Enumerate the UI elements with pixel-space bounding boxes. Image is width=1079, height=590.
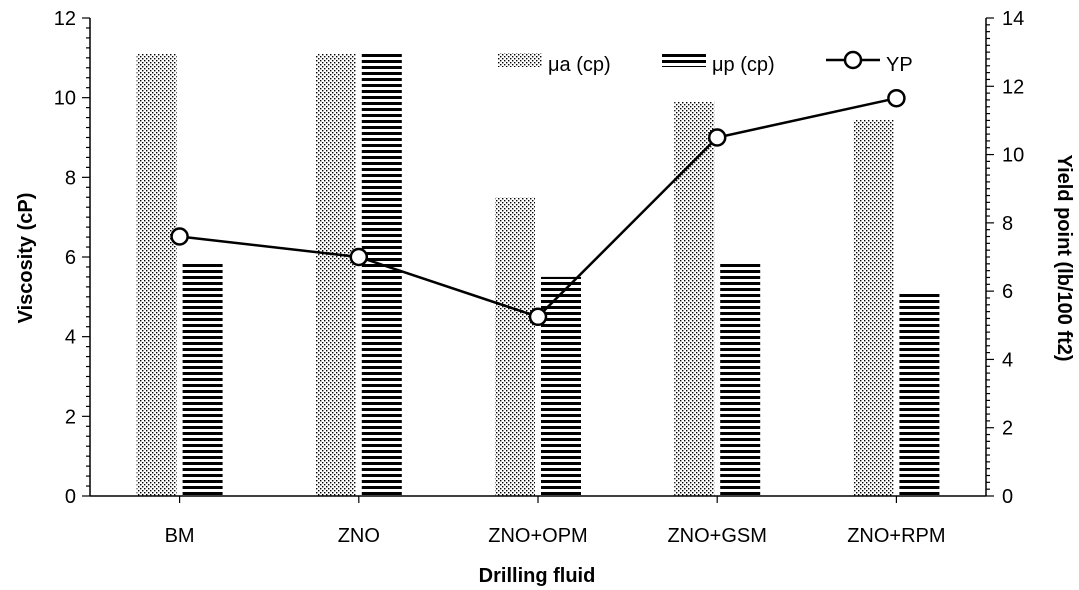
yp-point-1 [349,247,369,267]
y2-tick-label: 2 [1002,418,1013,440]
legend-marker-2 [843,50,863,70]
bars-layer [136,53,940,497]
bar-ua-3 [674,101,715,496]
bar-up-4 [899,292,940,496]
x-tick-label: ZNO [338,525,380,547]
legend-label-1: μp (cp) [712,54,775,76]
y2-tick-label: 4 [1002,349,1013,371]
bar-up-2 [541,276,581,496]
legend: μa (cp) μp (cp) YP [498,50,913,76]
legend-swatch-0 [498,53,542,67]
y-axis-title: Viscosity (cP) [15,193,37,324]
legend-label-2: YP [886,54,913,76]
y-tick-label: 10 [54,88,76,110]
legend-label-0: μa (cp) [548,54,611,76]
yp-line [179,96,897,319]
y2-tick-label: 10 [1002,145,1024,167]
x-tick-label: ZNO+GSM [667,525,766,547]
line-layer [170,88,906,327]
legend-swatch-1 [662,53,706,67]
y-tick-label: 0 [65,486,76,508]
yp-point-3 [707,128,727,147]
y-tick-label: 12 [54,8,76,30]
bar-up-0 [182,261,223,496]
y-tick-label: 8 [65,167,76,189]
y-tick-label: 2 [65,406,76,428]
y-tick-label: 6 [65,247,76,269]
yp-point-0 [170,227,189,246]
x-tick-label: ZNO+OPM [488,525,587,547]
bar-up-3 [720,261,761,496]
bar-ua-1 [315,53,356,497]
yp-point-4 [887,88,906,108]
bar-ua-4 [853,119,894,496]
yp-point-2 [528,307,548,327]
x-tick-label: BM [165,525,195,547]
x-tick-label: ZNO+RPM [847,525,945,547]
y2-tick-label: 12 [1002,76,1024,98]
bar-up-1 [361,53,402,497]
bar-ua-2 [495,197,535,497]
y2-tick-label: 14 [1002,8,1024,30]
y2-tick-label: 6 [1002,281,1013,303]
y2-tick-label: 8 [1002,213,1013,235]
bar-ua-0 [136,53,177,497]
axes-layer: 0 2 4 6 8 10 12 0 2 4 6 8 10 12 14 BM ZNO ZNO+OPM ZNO+GSM Z… [54,8,1025,547]
x-axis-title: Drilling fluid [479,565,596,587]
y2-axis-title: Yield point (lb/100 ft2) [1053,154,1075,361]
y2-tick-label: 0 [1002,486,1013,508]
y-tick-label: 4 [65,327,76,349]
